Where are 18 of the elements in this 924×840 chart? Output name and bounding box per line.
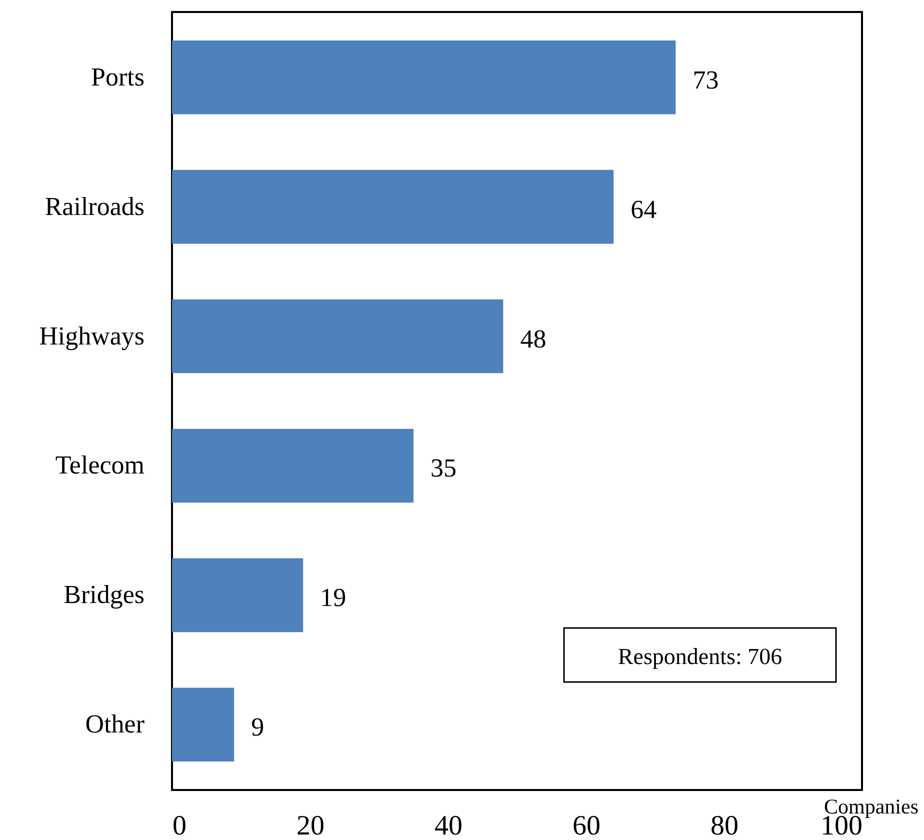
- y-tick-label: Railroads: [44, 192, 144, 221]
- y-tick-label: Ports: [91, 62, 144, 92]
- data-label: 73: [692, 65, 719, 94]
- y-tick-label: Highways: [39, 321, 144, 350]
- data-label: 35: [430, 454, 456, 483]
- x-tick-label: 80: [710, 810, 738, 840]
- data-label: 19: [320, 583, 346, 612]
- data-label: 64: [630, 194, 657, 224]
- data-label: 9: [251, 712, 264, 742]
- y-tick-label: Other: [85, 710, 145, 739]
- data-label: 48: [520, 324, 546, 354]
- y-tick-label: Bridges: [64, 580, 144, 610]
- x-tick-label: 60: [572, 810, 600, 840]
- x-tick-label: 20: [296, 810, 324, 840]
- annotation: Respondents: 706: [618, 644, 782, 669]
- x-tick-label: 40: [434, 810, 462, 840]
- x-tick-label: 0: [172, 810, 186, 840]
- y-tick-label: Telecom: [55, 450, 144, 480]
